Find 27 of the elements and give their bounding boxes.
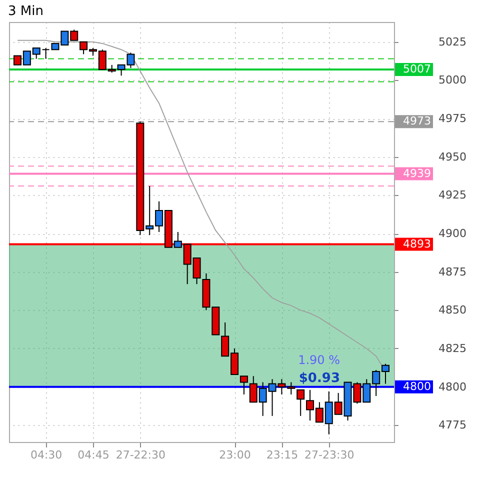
y-tick-label: 4825 bbox=[438, 342, 466, 355]
y-tick-label: 4975 bbox=[438, 112, 466, 126]
y-tick-label: 4775 bbox=[438, 418, 466, 432]
ref-line-label: 4800 bbox=[403, 380, 431, 393]
x-tick-label: 23:00 bbox=[219, 448, 251, 462]
x-tick-label: 27-23:30 bbox=[304, 448, 354, 462]
y-tick-label: 4950 bbox=[438, 150, 466, 164]
candlestick bbox=[240, 376, 248, 395]
candlestick bbox=[296, 389, 305, 416]
y-tick-label: 4900 bbox=[438, 227, 466, 240]
x-tick-label: 04:30 bbox=[30, 448, 62, 462]
y-tick-label: 4875 bbox=[438, 265, 466, 278]
ref-line-label: 4939 bbox=[403, 166, 431, 180]
y-tick-label: 4850 bbox=[438, 304, 466, 317]
ref-line-label: 5007 bbox=[403, 62, 431, 76]
x-tick-label: 23:15 bbox=[266, 448, 298, 462]
y-tick-label: 5000 bbox=[438, 74, 466, 87]
y-tick-label: 4800 bbox=[438, 380, 466, 394]
x-tick-label: 27-22:30 bbox=[116, 448, 166, 462]
x-tick-label: 04:45 bbox=[78, 448, 110, 462]
annotation: 1.90 % bbox=[298, 352, 340, 367]
y-tick-label: 5025 bbox=[438, 35, 466, 48]
ref-line-label: 4893 bbox=[403, 237, 431, 250]
band-label: $0.93 bbox=[298, 370, 340, 386]
ref-line-label: 4973 bbox=[403, 114, 431, 128]
chart-title: 3 Min bbox=[8, 4, 44, 19]
y-tick-label: 4925 bbox=[438, 188, 466, 202]
